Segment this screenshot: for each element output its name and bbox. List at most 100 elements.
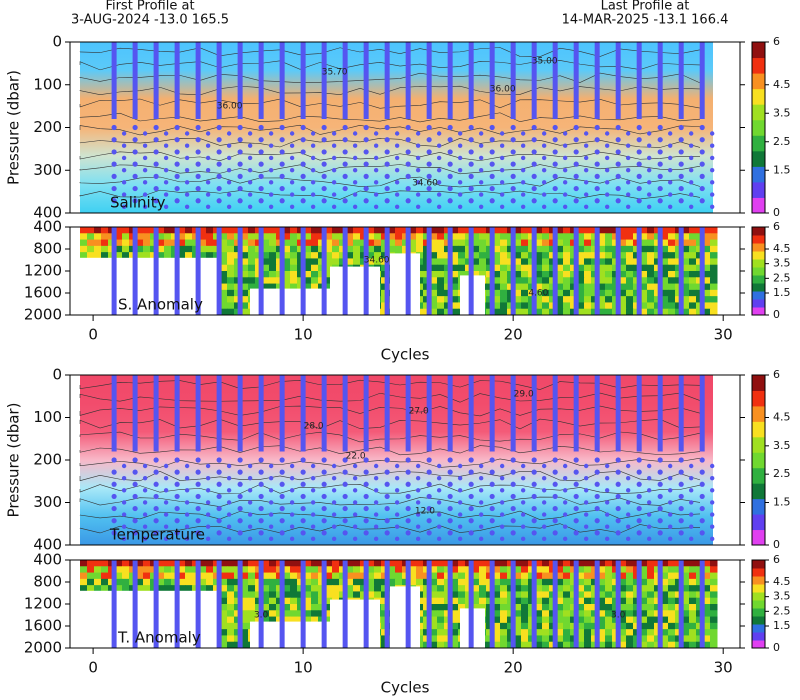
sample-dot [436,475,442,481]
cell [395,227,403,234]
sample-dot [468,198,474,204]
cell [451,258,459,266]
cell [248,258,256,266]
sample-dot [184,167,190,173]
cell [458,239,466,247]
sample-dot [163,143,169,148]
cell [185,578,193,586]
cell [647,591,655,599]
cell [584,252,592,259]
cell [227,258,235,266]
sample-dot [447,161,453,167]
cell [535,258,543,266]
cell [220,622,228,630]
sample-dot [468,457,474,463]
cell [325,258,333,266]
cell [451,591,459,599]
sample-dot [121,488,127,493]
sample-dot [268,204,274,209]
sample-dot [531,185,537,192]
cell [605,591,613,599]
cell [311,277,319,285]
sample-dot [583,488,589,493]
cell [311,610,319,618]
cell [682,271,690,278]
sample-dot [562,512,568,517]
sample-dot [552,149,558,155]
cell [87,233,95,241]
cell [689,578,697,586]
sample-dot [121,155,127,161]
cell [353,578,361,586]
cell [710,258,718,266]
sample-dot [258,149,264,155]
sample-dot [489,530,495,536]
cell [619,227,627,234]
sample-dot [583,463,589,469]
sample-dot [310,192,316,197]
sample-dot [583,475,589,481]
cell [472,239,480,247]
cell [689,622,697,630]
sample-dot [310,180,316,185]
sample-dot [615,505,621,512]
cell [353,572,361,580]
sample-dot [289,167,295,173]
sample-dot [426,137,432,143]
sample-dot [699,185,705,192]
cell [122,252,130,259]
sample-dot [499,155,505,161]
cell [605,289,613,297]
cell [353,245,361,253]
sample-dot [216,185,222,192]
cell [304,271,312,278]
cell [206,578,214,586]
cell [416,245,424,253]
cell [521,233,529,241]
colorbar-frame [751,226,766,316]
cell [577,245,585,253]
cell [374,258,382,266]
x-tick-label: 30 [714,326,733,344]
sample-dot [394,524,400,529]
cell [374,560,382,567]
cell [115,585,123,592]
cell [493,308,501,315]
cell [479,604,487,611]
cell [640,629,648,636]
contour [79,470,701,482]
cell [262,245,270,253]
cell [493,566,501,574]
sample-dot [457,463,463,469]
cell [682,239,690,247]
cell [185,245,193,253]
cell [325,283,333,291]
cell [661,245,669,253]
y-tick-label: 0 [52,366,62,384]
cell [430,591,438,599]
cell [220,258,228,266]
sample-dot [279,137,285,143]
y-tick-label: 1200 [24,262,62,280]
contour [79,72,701,84]
colorbar-swatch [752,608,765,617]
sample-dot [310,167,316,173]
cell [577,622,585,630]
sample-dot [216,149,222,155]
cell [346,245,354,253]
sample-dot [499,143,505,148]
cell [535,622,543,630]
cell [514,227,522,234]
cell [248,277,256,285]
sample-dot [552,137,558,143]
cell [325,572,333,580]
cell [535,585,543,592]
sample-dot [394,192,400,197]
sample-dot [216,173,222,179]
cell [605,283,613,291]
cell [136,566,144,574]
cell [542,566,550,574]
cell [430,629,438,636]
sample-dot [405,137,411,143]
cell [220,597,228,605]
